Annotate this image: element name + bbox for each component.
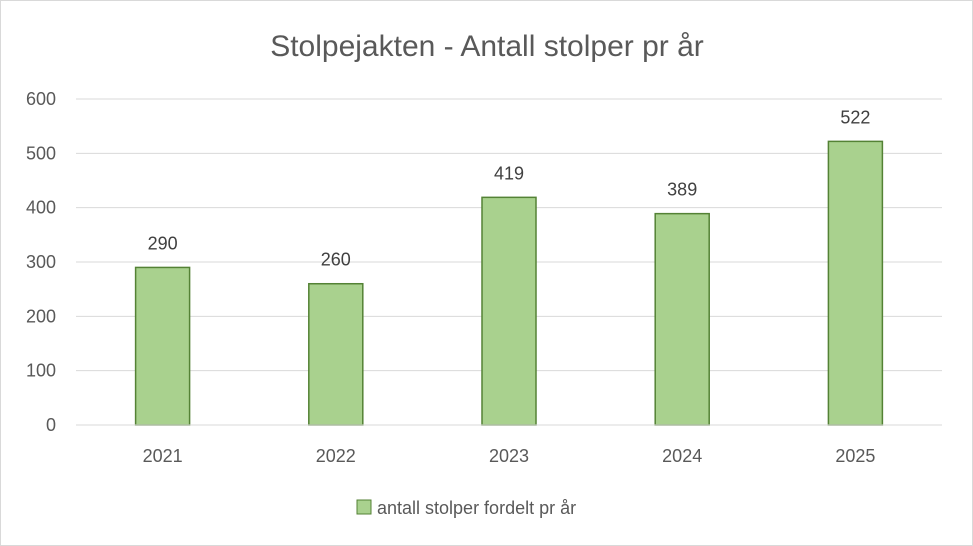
- bar: [654, 212, 710, 426]
- y-tick-label: 100: [26, 361, 56, 381]
- x-axis: 2021 2022 2023 2024 2025: [76, 424, 942, 466]
- bar: [481, 196, 537, 426]
- data-label: 260: [321, 250, 351, 270]
- y-tick-label: 0: [46, 415, 56, 435]
- bar: [134, 266, 191, 426]
- x-tick-label: 2024: [662, 446, 702, 466]
- bar: [827, 140, 884, 426]
- y-axis: 0 100 200 300 400 500 600: [26, 89, 56, 435]
- data-label: 389: [667, 180, 697, 200]
- y-tick-label: 400: [26, 198, 56, 218]
- bar: [308, 282, 364, 426]
- chart-title: Stolpejakten - Antall stolper pr år: [270, 30, 704, 63]
- y-tick-label: 600: [26, 89, 56, 109]
- legend: antall stolper fordelt pr år: [356, 498, 576, 518]
- x-tick-label: 2025: [835, 446, 875, 466]
- legend-label: antall stolper fordelt pr år: [377, 498, 576, 518]
- data-label: 522: [840, 107, 870, 127]
- x-tick-label: 2021: [143, 446, 183, 466]
- x-tick-label: 2022: [316, 446, 356, 466]
- x-tick-label: 2023: [489, 446, 529, 466]
- y-tick-label: 300: [26, 252, 56, 272]
- y-tick-label: 500: [26, 143, 56, 163]
- data-label: 290: [148, 233, 178, 253]
- bar-series: 290 260 419 389 522: [134, 107, 884, 426]
- y-tick-label: 200: [26, 306, 56, 326]
- legend-swatch: [356, 499, 372, 515]
- data-label: 419: [494, 163, 524, 183]
